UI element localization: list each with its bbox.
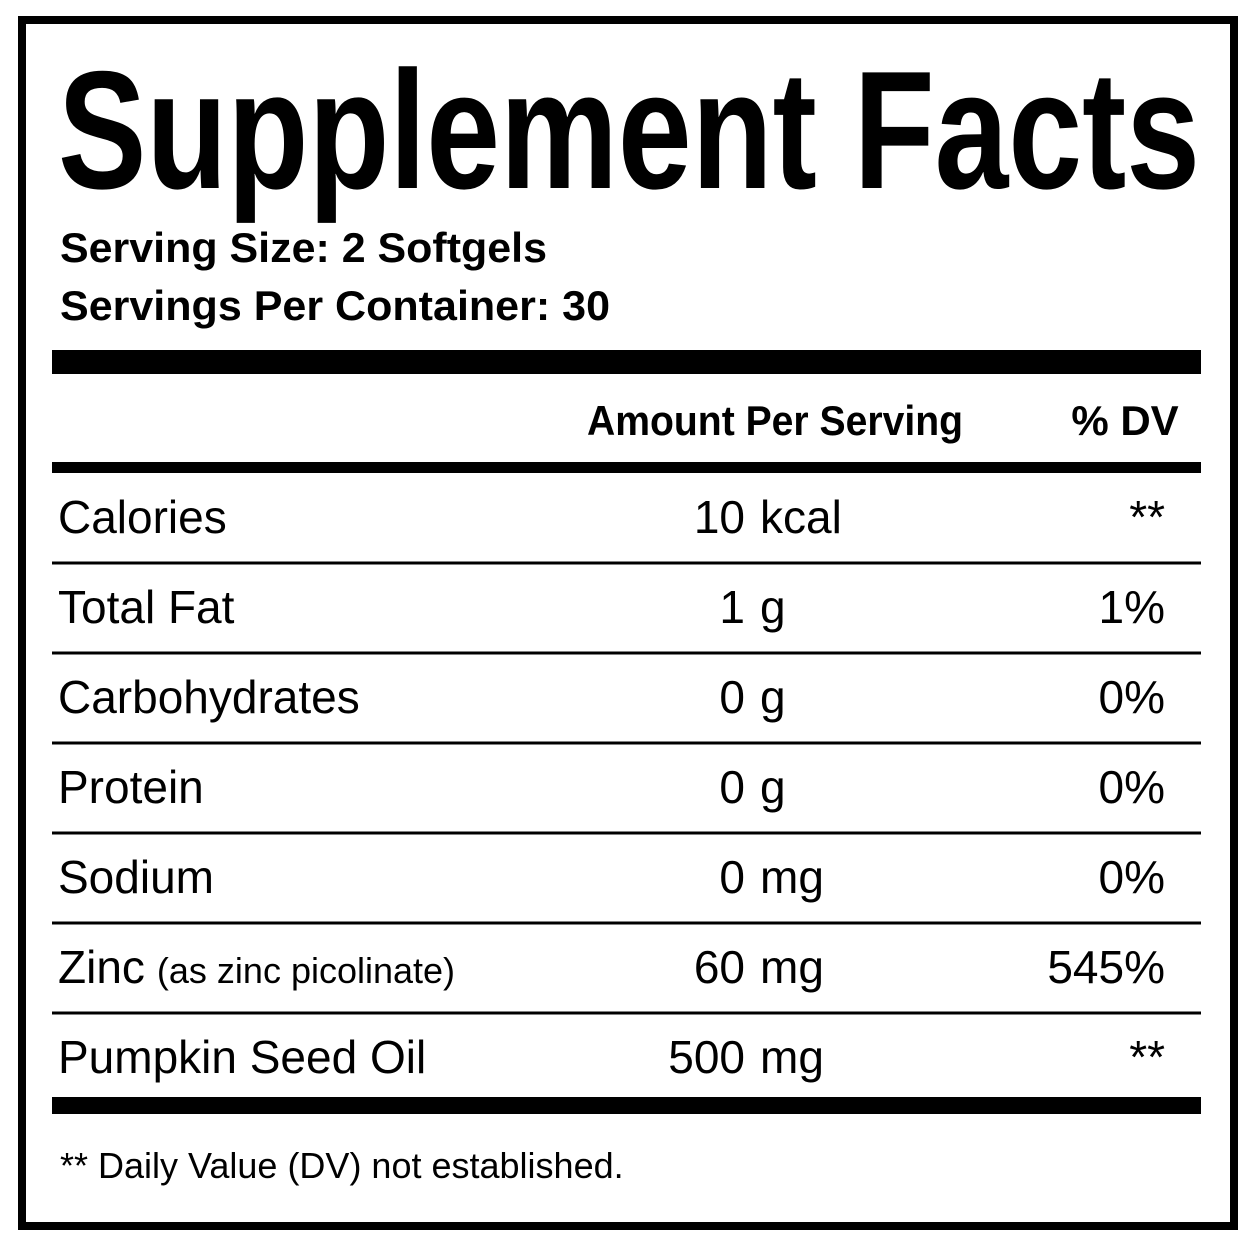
daily-value: ** [1129,491,1165,543]
amount-value: 60 [694,941,745,993]
amount-value: 0 [719,851,745,903]
amount-value: 10 [694,491,745,543]
serving-size: Serving Size: 2 Softgels [60,224,547,271]
nutrient-note: (as zinc picolinate) [157,950,455,991]
medium-rule [52,462,1201,473]
daily-value: 545% [1047,941,1165,993]
amount-unit: g [760,671,786,723]
footnote: ** Daily Value (DV) not established. [60,1145,624,1186]
amount-header: Amount Per Serving [587,397,963,444]
amount-unit: g [760,581,786,633]
amount-value: 0 [719,671,745,723]
amount-unit: mg [760,941,824,993]
amount-unit: g [760,761,786,813]
daily-value: 1% [1099,581,1165,633]
nutrient-name: Pumpkin Seed Oil [58,1031,426,1083]
nutrient-name: Carbohydrates [58,671,360,723]
bottom-rule [52,1097,1201,1114]
row-divider [52,651,1201,655]
row-divider [52,921,1201,925]
nutrient-name: Zinc (as zinc picolinate) [58,941,455,993]
amount-value: 1 [719,581,745,633]
outer-border [18,16,1238,1230]
nutrient-label: Zinc [58,941,145,993]
nutrient-label: Pumpkin Seed Oil [58,1031,426,1083]
nutrient-label: Calories [58,491,227,543]
amount-unit: kcal [760,491,842,543]
amount-value: 500 [668,1031,745,1083]
nutrient-label: Protein [58,761,204,813]
daily-value: 0% [1099,851,1165,903]
row-divider [52,831,1201,835]
daily-value: 0% [1099,671,1165,723]
nutrient-label: Carbohydrates [58,671,360,723]
thick-rule [52,350,1201,374]
amount-value: 0 [719,761,745,813]
nutrient-rows: Calories 10 kcal **Total Fat 1 g 1%Carbohydrat… [52,491,1201,1083]
nutrient-name: Sodium [58,851,214,903]
amount-unit: mg [760,1031,824,1083]
dv-header: % DV [1071,397,1178,444]
title: Supplement Facts [58,36,1200,224]
row-divider [52,1011,1201,1015]
daily-value: 0% [1099,761,1165,813]
nutrient-name: Total Fat [58,581,235,633]
nutrient-label: Total Fat [58,581,235,633]
nutrient-name: Calories [58,491,227,543]
nutrient-name: Protein [58,761,204,813]
row-divider [52,741,1201,745]
amount-unit: mg [760,851,824,903]
daily-value: ** [1129,1031,1165,1083]
servings-per-container: Servings Per Container: 30 [60,282,610,329]
row-divider [52,561,1201,565]
nutrient-label: Sodium [58,851,214,903]
